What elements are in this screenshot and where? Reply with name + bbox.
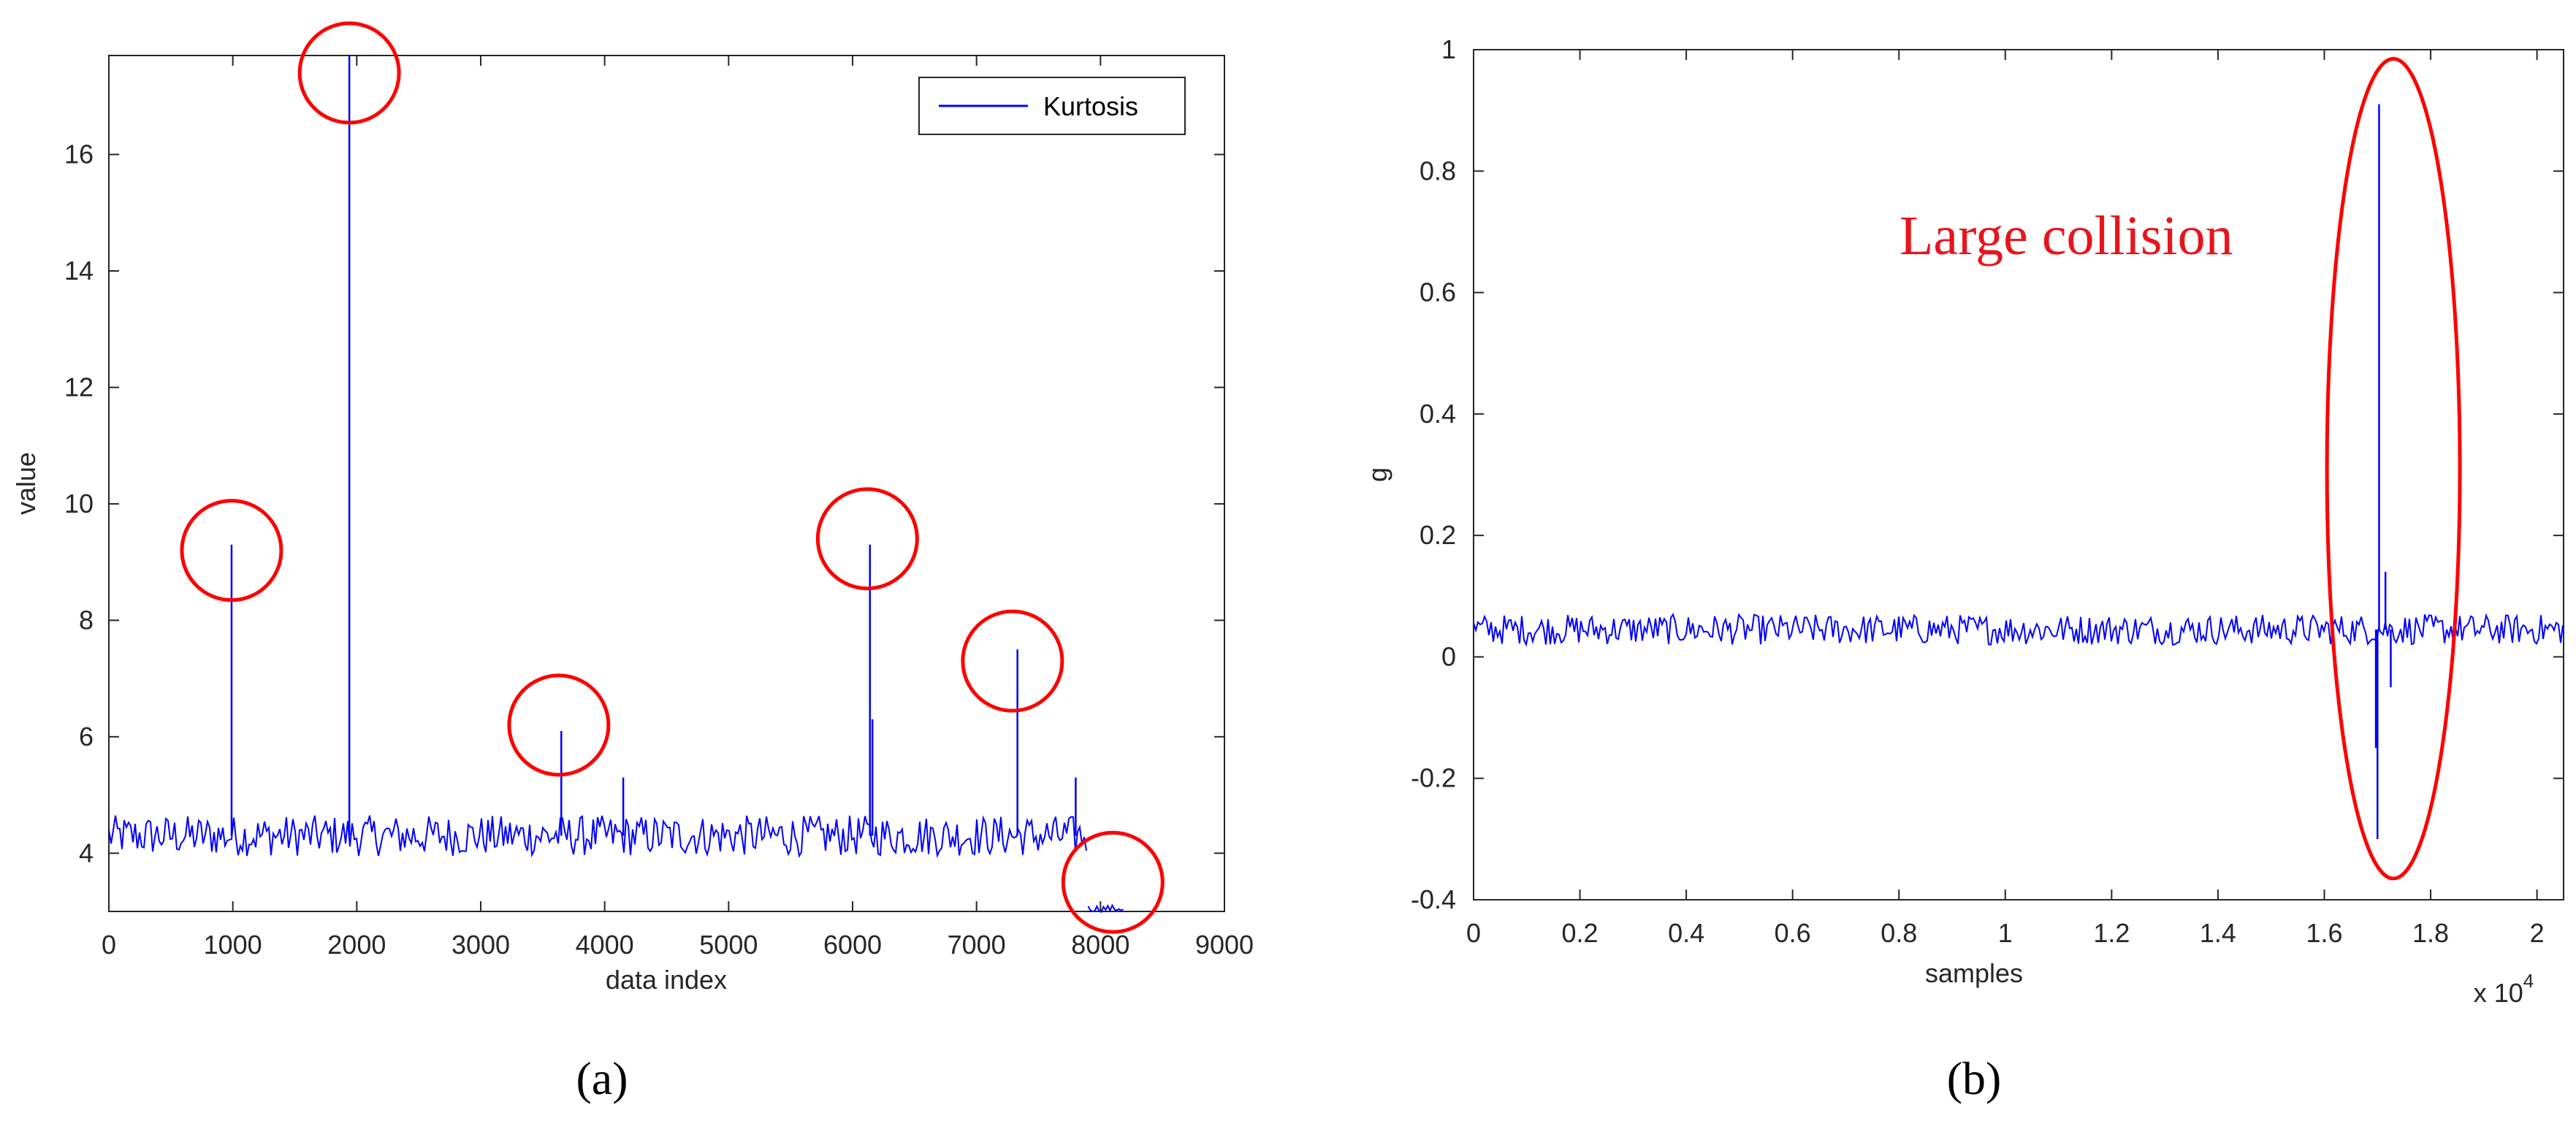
x-tick-label: 1.6 — [2306, 918, 2342, 948]
y-tick-label: 0.6 — [1420, 278, 1456, 307]
x-tick-label: 1000 — [204, 930, 262, 960]
y-tick-labels-b: -0.4 -0.2 0 0.2 0.4 0.6 0.8 1 — [1411, 34, 1456, 914]
y-tick-label: 1 — [1441, 34, 1456, 64]
y-tick-labels-a: 4 6 8 10 12 14 16 — [64, 139, 94, 868]
x-tick-labels-b: 0 0.2 0.4 0.6 0.8 1 1.2 1.4 1.6 1.8 2 — [1466, 918, 2545, 948]
x-axis-label-b: samples — [1925, 958, 2023, 988]
acceleration-series — [1473, 104, 2564, 839]
plot-area-b — [1473, 49, 2564, 900]
x-tick-label: 1.2 — [2093, 918, 2130, 948]
panel-label-b: (b) — [1947, 1052, 2002, 1104]
tick-marks-a — [108, 56, 1225, 911]
chart-panel-b: 0 0.2 0.4 0.6 0.8 1 1.2 1.4 1.6 1.8 2 -0.4 -0.2 0 0.2… — [1363, 34, 2564, 1104]
highlight-circle — [180, 499, 283, 603]
x-tick-label: 7000 — [948, 930, 1006, 960]
y-tick-label: 4 — [79, 838, 94, 868]
y-tick-label: 0.8 — [1420, 156, 1456, 186]
y-tick-label: -0.4 — [1411, 884, 1456, 914]
highlight-circle — [297, 21, 401, 125]
x-tick-label: 3000 — [451, 930, 510, 960]
x-axis-label-a: data index — [606, 965, 727, 995]
x-tick-label: 6000 — [823, 930, 882, 960]
x-tick-label: 0 — [1466, 918, 1481, 948]
x-tick-label: 4000 — [576, 930, 634, 960]
chart-panel-a: 0 1000 2000 3000 4000 5000 6000 7000 8000 9000 4 6… — [11, 21, 1254, 1104]
y-axis-label-b: g — [1363, 467, 1392, 482]
panel-label-a: (a) — [576, 1052, 628, 1104]
y-tick-label: 6 — [79, 722, 94, 752]
highlight-circle — [1061, 830, 1165, 934]
collision-annotation: Large collision — [1899, 205, 2233, 267]
y-axis-label-a: value — [11, 452, 41, 515]
y-tick-label: 12 — [64, 372, 94, 402]
x-tick-label: 0.4 — [1668, 918, 1704, 948]
y-tick-label: 8 — [79, 605, 94, 635]
highlight-circle — [507, 673, 611, 777]
highlight-circle — [815, 487, 919, 591]
x-tick-label: 5000 — [699, 930, 758, 960]
kurtosis-series — [108, 56, 1124, 914]
x-tick-label: 0.6 — [1775, 918, 1811, 948]
x-tick-label: 0 — [102, 930, 116, 960]
y-tick-label: -0.2 — [1411, 763, 1456, 793]
x-tick-label: 0.8 — [1880, 918, 1917, 948]
y-tick-label: 0 — [1441, 641, 1456, 671]
x-tick-label: 1 — [1998, 918, 2013, 948]
x-tick-label: 9000 — [1195, 930, 1254, 960]
x-tick-label: 2000 — [327, 930, 386, 960]
highlight-circle — [961, 609, 1064, 713]
plot-area-a — [108, 55, 1225, 912]
x-tick-label: 1.8 — [2412, 918, 2449, 948]
x-tick-label: 0.2 — [1562, 918, 1598, 948]
series-line — [108, 814, 1124, 914]
y-tick-label: 0.4 — [1420, 399, 1456, 429]
series-line — [1473, 612, 2564, 647]
x-tick-label: 2 — [2530, 918, 2545, 948]
tick-marks-b — [1473, 49, 2564, 900]
y-tick-label: 16 — [64, 139, 94, 169]
legend-label-kurtosis: Kurtosis — [1043, 91, 1138, 121]
x-tick-label: 1.4 — [2200, 918, 2236, 948]
y-tick-label: 14 — [64, 256, 94, 286]
y-tick-label: 0.2 — [1420, 520, 1456, 550]
collision-ellipse — [2325, 56, 2462, 881]
legend-a: Kurtosis — [918, 77, 1186, 135]
x-tick-labels-a: 0 1000 2000 3000 4000 5000 6000 7000 8000 9000 — [102, 930, 1254, 960]
x-tick-label: 8000 — [1071, 930, 1129, 960]
y-tick-label: 10 — [64, 489, 94, 519]
highlight-circles-a — [180, 21, 1165, 934]
x-axis-multiplier-b: x 104 — [2474, 970, 2534, 1008]
